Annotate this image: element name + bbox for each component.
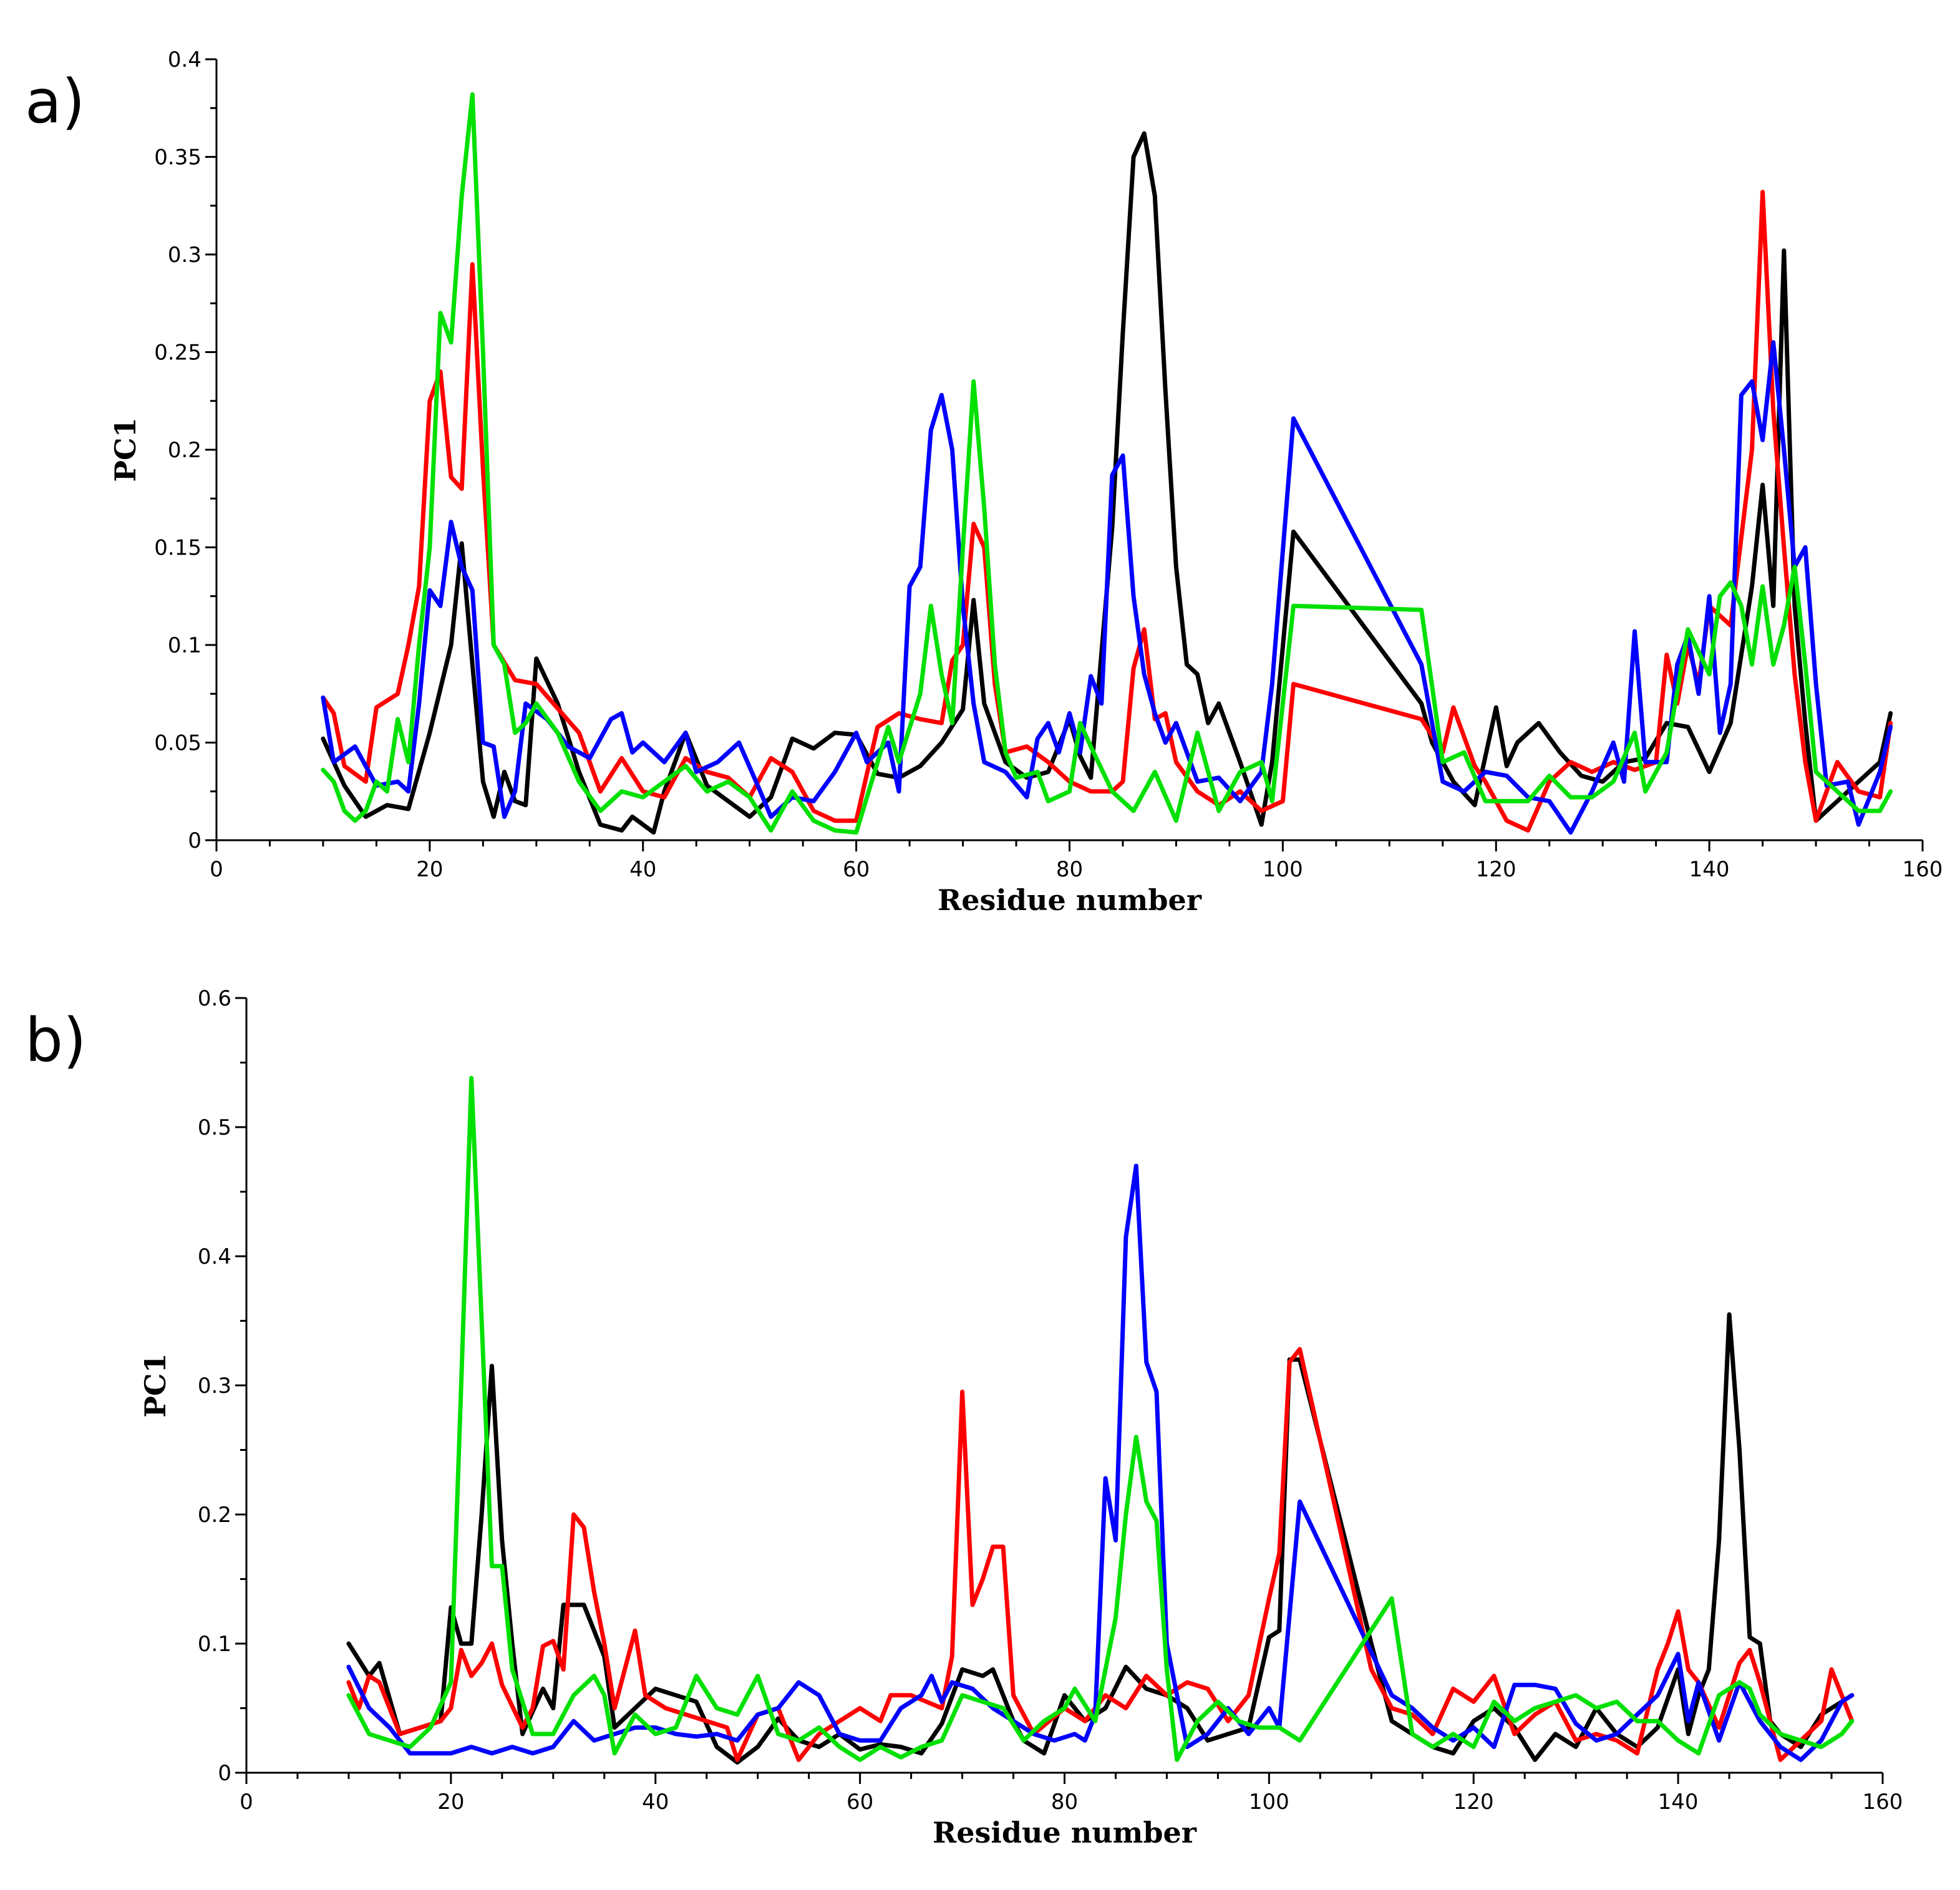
x-tick-label: 160 (1903, 857, 1943, 882)
y-tick-label: 0.35 (154, 145, 201, 170)
x-tick-label: 80 (1056, 857, 1083, 882)
x-tick-label: 0 (240, 1790, 253, 1815)
x-axis-title-b: Residue number (933, 1816, 1197, 1849)
x-tick-label: 140 (1689, 857, 1730, 882)
y-tick-label: 0.3 (198, 1374, 231, 1398)
y-tick-label: 0.4 (168, 47, 201, 72)
chart-panel-a: a) 0 20 40 60 80 100 120 140 160 0 0.05 0.1 0.15 0.2 0.… (25, 47, 1943, 917)
x-tick-label: 100 (1263, 857, 1303, 882)
y-tick-label: 0.1 (168, 633, 201, 658)
x-tick-label: 120 (1453, 1790, 1494, 1815)
y-tick-label: 0.2 (168, 438, 201, 463)
y-tick-label: 0.2 (198, 1503, 231, 1528)
y-tick-label: 0.15 (154, 536, 201, 561)
series-line-blue-a (321, 340, 1893, 835)
y-tick-label: 0 (188, 828, 201, 853)
x-tick-label: 140 (1658, 1790, 1699, 1815)
x-tick-label: 60 (843, 857, 870, 882)
x-tick-label: 40 (642, 1790, 669, 1815)
y-tick-label: 0.3 (168, 243, 201, 268)
y-tick-label: 0.25 (154, 341, 201, 366)
x-tick-label: 20 (437, 1790, 464, 1815)
x-tick-label: 100 (1249, 1790, 1289, 1815)
x-tick-label: 60 (847, 1790, 873, 1815)
y-axis-title-a: PC1 (109, 417, 142, 482)
x-tick-label: 0 (210, 857, 223, 882)
y-tick-label: 0.5 (198, 1115, 231, 1140)
panel-label-b: b) (25, 1006, 86, 1075)
series-line-black-b (346, 1312, 1855, 1765)
y-axis-title-b: PC1 (138, 1353, 172, 1417)
x-axis-title-a: Residue number (938, 883, 1202, 917)
x-tick-label: 20 (416, 857, 443, 882)
series-line-green-b (346, 1075, 1855, 1762)
y-tick-label: 0.4 (198, 1244, 231, 1269)
y-tick-label: 0.05 (154, 731, 201, 756)
series-line-black-a (321, 131, 1893, 835)
y-tick-label: 0.1 (198, 1632, 231, 1657)
x-tick-label: 40 (629, 857, 656, 882)
x-tick-label: 160 (1863, 1790, 1903, 1815)
series-line-red-b (346, 1347, 1855, 1762)
series-line-blue-b (346, 1163, 1855, 1762)
x-tick-label: 120 (1476, 857, 1516, 882)
chart-panel-b: b) 0 20 40 60 80 100 120 140 160 0 0.1 0.2 0.3 0.4 0.5 0… (25, 986, 1903, 1849)
x-tick-label: 80 (1051, 1790, 1078, 1815)
y-tick-label: 0 (218, 1761, 231, 1786)
series-line-green-a (321, 92, 1893, 835)
y-tick-label: 0.6 (198, 986, 231, 1011)
panel-label-a: a) (25, 67, 85, 137)
